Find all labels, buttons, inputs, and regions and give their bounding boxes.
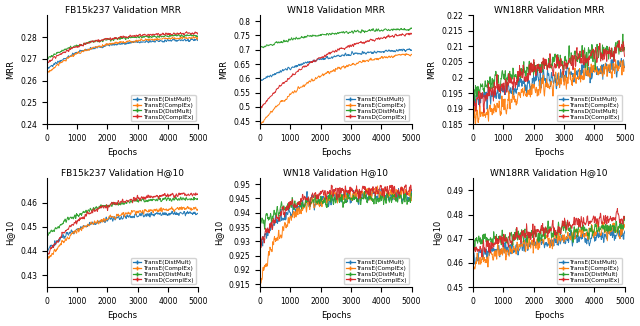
X-axis label: Epochs: Epochs [534,311,564,320]
Legend: TransE(DistMult), TransE(ComplEx), TransD(DistMult), TransD(ComplEx): TransE(DistMult), TransE(ComplEx), Trans… [344,95,409,121]
Legend: TransE(DistMult), TransE(ComplEx), TransD(DistMult), TransD(ComplEx): TransE(DistMult), TransE(ComplEx), Trans… [131,258,196,284]
Title: WN18RR Validation MRR: WN18RR Validation MRR [493,6,604,15]
Title: WN18 Validation MRR: WN18 Validation MRR [287,6,385,15]
Y-axis label: H@10: H@10 [214,220,223,245]
Title: WN18RR Validation H@10: WN18RR Validation H@10 [490,169,607,178]
Y-axis label: H@10: H@10 [6,220,15,245]
Y-axis label: H@10: H@10 [432,220,441,245]
X-axis label: Epochs: Epochs [534,148,564,157]
X-axis label: Epochs: Epochs [108,148,138,157]
X-axis label: Epochs: Epochs [321,311,351,320]
Legend: TransE(DistMult), TransE(ComplEx), TransD(DistMult), TransD(ComplEx): TransE(DistMult), TransE(ComplEx), Trans… [131,95,196,121]
X-axis label: Epochs: Epochs [108,311,138,320]
Legend: TransE(DistMult), TransE(ComplEx), TransD(DistMult), TransD(ComplEx): TransE(DistMult), TransE(ComplEx), Trans… [557,95,622,121]
Legend: TransE(DistMult), TransE(ComplEx), TransD(DistMult), TransD(ComplEx): TransE(DistMult), TransE(ComplEx), Trans… [344,258,409,284]
X-axis label: Epochs: Epochs [321,148,351,157]
Title: WN18 Validation H@10: WN18 Validation H@10 [284,169,388,178]
Y-axis label: MRR: MRR [6,60,15,79]
Title: FB15k237 Validation H@10: FB15k237 Validation H@10 [61,169,184,178]
Y-axis label: MRR: MRR [219,60,228,79]
Y-axis label: MRR: MRR [427,60,436,79]
Title: FB15k237 Validation MRR: FB15k237 Validation MRR [65,6,180,15]
Legend: TransE(DistMult), TransE(ComplEx), TransD(DistMult), TransD(ComplEx): TransE(DistMult), TransE(ComplEx), Trans… [557,258,622,284]
